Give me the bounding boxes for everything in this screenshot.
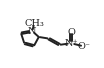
Text: N: N [28, 27, 36, 36]
Text: CH₃: CH₃ [24, 19, 44, 28]
Text: N⁺: N⁺ [64, 39, 78, 48]
Text: O: O [67, 28, 75, 37]
Text: O⁻: O⁻ [77, 42, 90, 51]
